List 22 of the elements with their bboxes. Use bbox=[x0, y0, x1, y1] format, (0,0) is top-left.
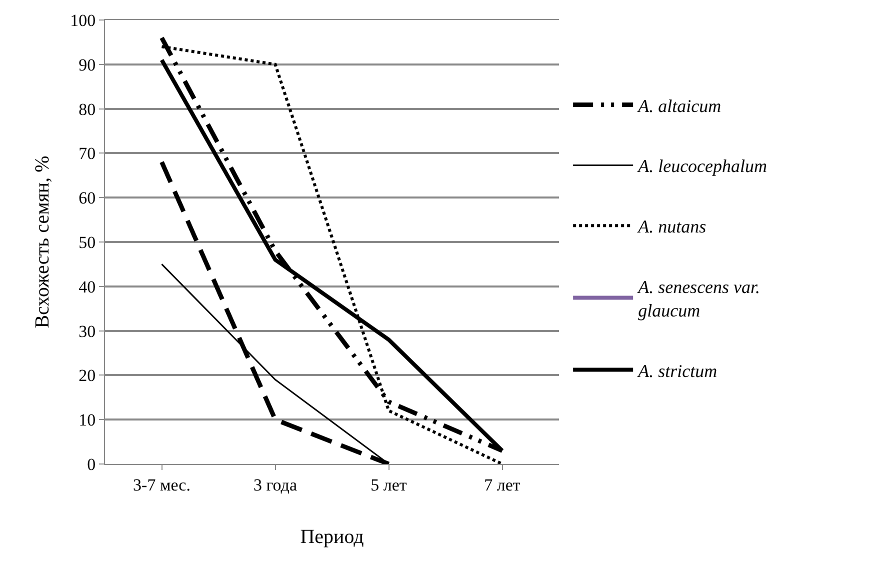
y-tick-label: 20 bbox=[78, 366, 96, 386]
x-tick-label: 3-7 мес. bbox=[133, 475, 190, 494]
legend-label: A. altaicum bbox=[637, 96, 722, 116]
y-tick-label: 100 bbox=[70, 10, 96, 30]
y-tick-label: 30 bbox=[78, 322, 96, 341]
y-tick-label: 60 bbox=[78, 188, 96, 208]
legend-label: A. strictum bbox=[637, 360, 718, 381]
y-axis-title: Всхожесть семян, % bbox=[32, 156, 54, 328]
legend-label: A. senescens var. glaucum bbox=[637, 277, 760, 320]
legend-label: A. leucocephalum bbox=[637, 156, 768, 176]
y-tick-label: 70 bbox=[78, 144, 96, 164]
y-tick-label: 0 bbox=[87, 454, 96, 474]
x-tick-label: 5 лет bbox=[370, 475, 408, 494]
y-tick-label: 90 bbox=[78, 55, 96, 74]
y-tick-label: 40 bbox=[78, 277, 96, 296]
y-tick-label: 50 bbox=[78, 232, 96, 252]
y-tick-label: 80 bbox=[78, 100, 96, 119]
x-tick-label: 3 года bbox=[253, 475, 298, 494]
x-axis-title: Период bbox=[300, 526, 364, 548]
legend-label: A. nutans bbox=[637, 216, 706, 237]
x-tick-label: 7 лет bbox=[484, 475, 521, 494]
y-tick-label: 10 bbox=[78, 410, 96, 430]
